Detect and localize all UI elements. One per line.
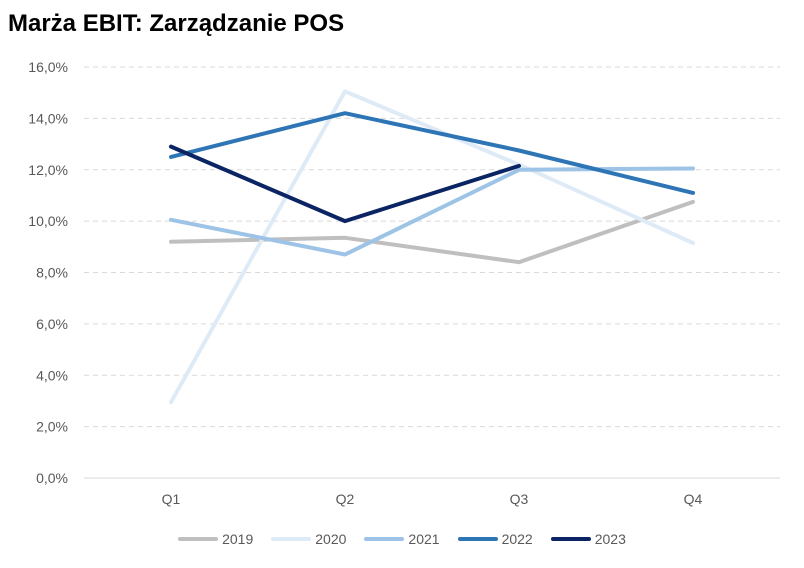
series-line-2023 [169,144,521,224]
legend-item-2020: 2020 [271,531,346,547]
legend-label: 2022 [501,531,533,547]
legend-swatch [457,537,498,541]
legend-swatch [271,537,312,541]
legend-label: 2023 [594,531,626,547]
legend-label: 2021 [408,531,440,547]
x-tick-label: Q2 [336,491,355,507]
series-line-2021 [169,166,695,257]
legend-item-2021: 2021 [364,531,440,547]
series-line-2022 [169,111,695,195]
y-tick-label: 14,0% [28,110,68,126]
x-tick-label: Q3 [510,491,529,507]
series-line-2019 [169,199,695,265]
axes: 0,0% 2,0% 4,0% 6,0% 8,0% 10,0% 12,0% 14,0% 16,0%… [28,59,780,507]
series-lines [169,89,695,405]
x-tick-label: Q1 [162,491,181,507]
legend-swatch [178,537,219,541]
series-line-2020 [169,89,695,405]
legend-item-2022: 2022 [457,531,533,547]
y-tick-label: 6,0% [36,316,68,332]
legend-swatch [550,537,591,541]
y-tick-label: 0,0% [36,470,68,486]
legend-label: 2019 [222,531,254,547]
chart-title: Marża EBIT: Zarządzanie POS [8,10,345,37]
y-tick-label: 2,0% [36,419,68,435]
y-tick-label: 10,0% [28,213,68,229]
y-tick-label: 4,0% [36,367,68,383]
legend-item-2023: 2023 [550,531,626,547]
y-tick-label: 8,0% [36,265,68,281]
y-tick-label: 16,0% [28,59,68,75]
legend-label: 2020 [315,531,347,547]
y-tick-label: 12,0% [28,162,68,178]
legend-swatch [364,537,405,541]
chart-legend: 2019 2020 2021 2022 2023 [0,527,804,551]
legend-item-2019: 2019 [178,531,253,547]
x-tick-label: Q4 [684,491,703,507]
